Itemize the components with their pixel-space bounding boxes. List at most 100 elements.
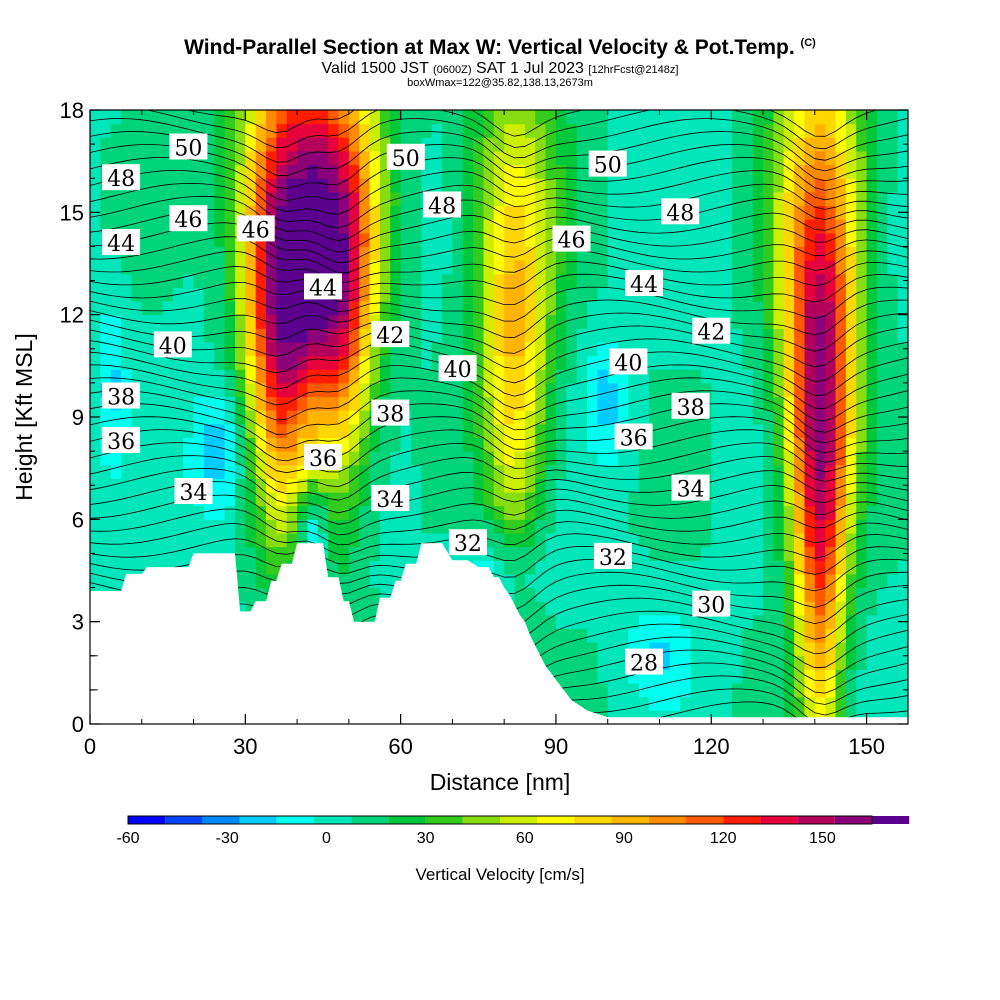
w-cell xyxy=(555,178,567,193)
theta-contour-line xyxy=(90,442,908,488)
w-cell xyxy=(473,260,485,275)
w-cell xyxy=(711,614,723,629)
w-cell xyxy=(587,232,598,247)
w-cell xyxy=(431,492,443,507)
w-cell xyxy=(328,137,340,152)
w-cell xyxy=(131,560,143,575)
w-cell xyxy=(307,519,319,534)
w-cell xyxy=(783,232,795,247)
w-cell xyxy=(783,573,795,589)
contour-label: 46 xyxy=(552,225,591,254)
w-cell xyxy=(856,260,868,275)
contour-label: 38 xyxy=(102,382,141,411)
w-cell xyxy=(742,355,754,370)
w-cell xyxy=(597,614,609,629)
w-cell xyxy=(276,382,288,398)
w-cell xyxy=(131,273,143,288)
w-cell xyxy=(338,478,350,493)
w-cell xyxy=(411,123,422,138)
w-cell xyxy=(224,150,236,166)
w-cell xyxy=(876,301,888,316)
w-cell xyxy=(794,642,806,657)
w-cell xyxy=(628,478,640,493)
w-cell xyxy=(359,478,371,493)
w-cell xyxy=(328,260,340,275)
w-cell xyxy=(607,382,619,398)
w-cell xyxy=(483,369,495,384)
w-cell xyxy=(400,123,412,138)
w-cell xyxy=(131,464,143,479)
w-cell xyxy=(700,191,712,207)
w-cell xyxy=(752,246,764,261)
w-cell xyxy=(442,314,454,329)
contour-label: 44 xyxy=(625,270,663,298)
w-cell xyxy=(524,219,536,234)
w-cell xyxy=(524,546,536,561)
w-cell xyxy=(866,342,878,357)
w-cell xyxy=(628,123,640,138)
w-cell xyxy=(887,314,899,329)
w-cell xyxy=(535,137,547,152)
w-cell xyxy=(887,601,899,616)
w-cell xyxy=(379,382,391,398)
w-cell xyxy=(183,396,195,411)
w-cell xyxy=(576,355,588,370)
w-cell xyxy=(887,246,899,261)
w-cell xyxy=(483,164,495,179)
w-cell xyxy=(659,696,671,711)
w-cell xyxy=(866,464,878,479)
w-cell xyxy=(638,205,650,220)
w-cell xyxy=(514,437,526,452)
w-cell xyxy=(825,519,837,534)
w-cell xyxy=(669,328,681,343)
w-cell xyxy=(576,205,588,220)
w-cell xyxy=(825,451,837,466)
w-cell xyxy=(338,137,350,152)
w-cell xyxy=(245,123,257,138)
w-cell xyxy=(866,587,878,602)
w-cell xyxy=(555,396,567,411)
w-cell xyxy=(473,110,485,125)
w-cell xyxy=(245,301,257,316)
w-cell xyxy=(400,437,412,452)
w-cell xyxy=(348,478,360,493)
colorbar-segment xyxy=(760,816,798,824)
w-cell xyxy=(379,369,391,384)
w-cell xyxy=(690,123,702,138)
w-cell xyxy=(587,410,598,425)
w-cell xyxy=(680,519,692,534)
w-cell xyxy=(390,123,402,138)
w-cell xyxy=(266,492,277,507)
w-cell xyxy=(576,642,588,657)
w-cell xyxy=(587,219,598,234)
w-cell xyxy=(411,478,422,493)
w-cell xyxy=(649,478,661,493)
w-cell xyxy=(628,669,640,684)
w-cell xyxy=(576,273,588,288)
w-cell xyxy=(887,260,899,275)
w-cell xyxy=(162,423,174,438)
w-cell xyxy=(680,314,692,329)
w-cell xyxy=(141,533,153,548)
w-cell xyxy=(421,150,433,166)
w-cell xyxy=(742,696,754,711)
w-cell xyxy=(700,110,712,125)
w-cell xyxy=(338,191,350,207)
w-cell xyxy=(131,123,143,138)
w-cell xyxy=(141,260,153,275)
w-cell xyxy=(535,287,547,302)
w-cell xyxy=(721,382,733,398)
w-cell xyxy=(172,178,184,193)
w-cell xyxy=(876,219,888,234)
w-cell xyxy=(887,683,899,698)
w-cell xyxy=(152,301,164,316)
w-cell xyxy=(628,164,640,179)
w-cell xyxy=(752,696,764,711)
w-cell xyxy=(773,533,785,548)
w-cell xyxy=(742,560,754,575)
w-cell xyxy=(669,587,681,602)
w-cell xyxy=(607,437,619,452)
w-cell xyxy=(110,273,122,288)
w-cell xyxy=(587,614,598,629)
colorbar-tick-label: 0 xyxy=(322,830,331,847)
